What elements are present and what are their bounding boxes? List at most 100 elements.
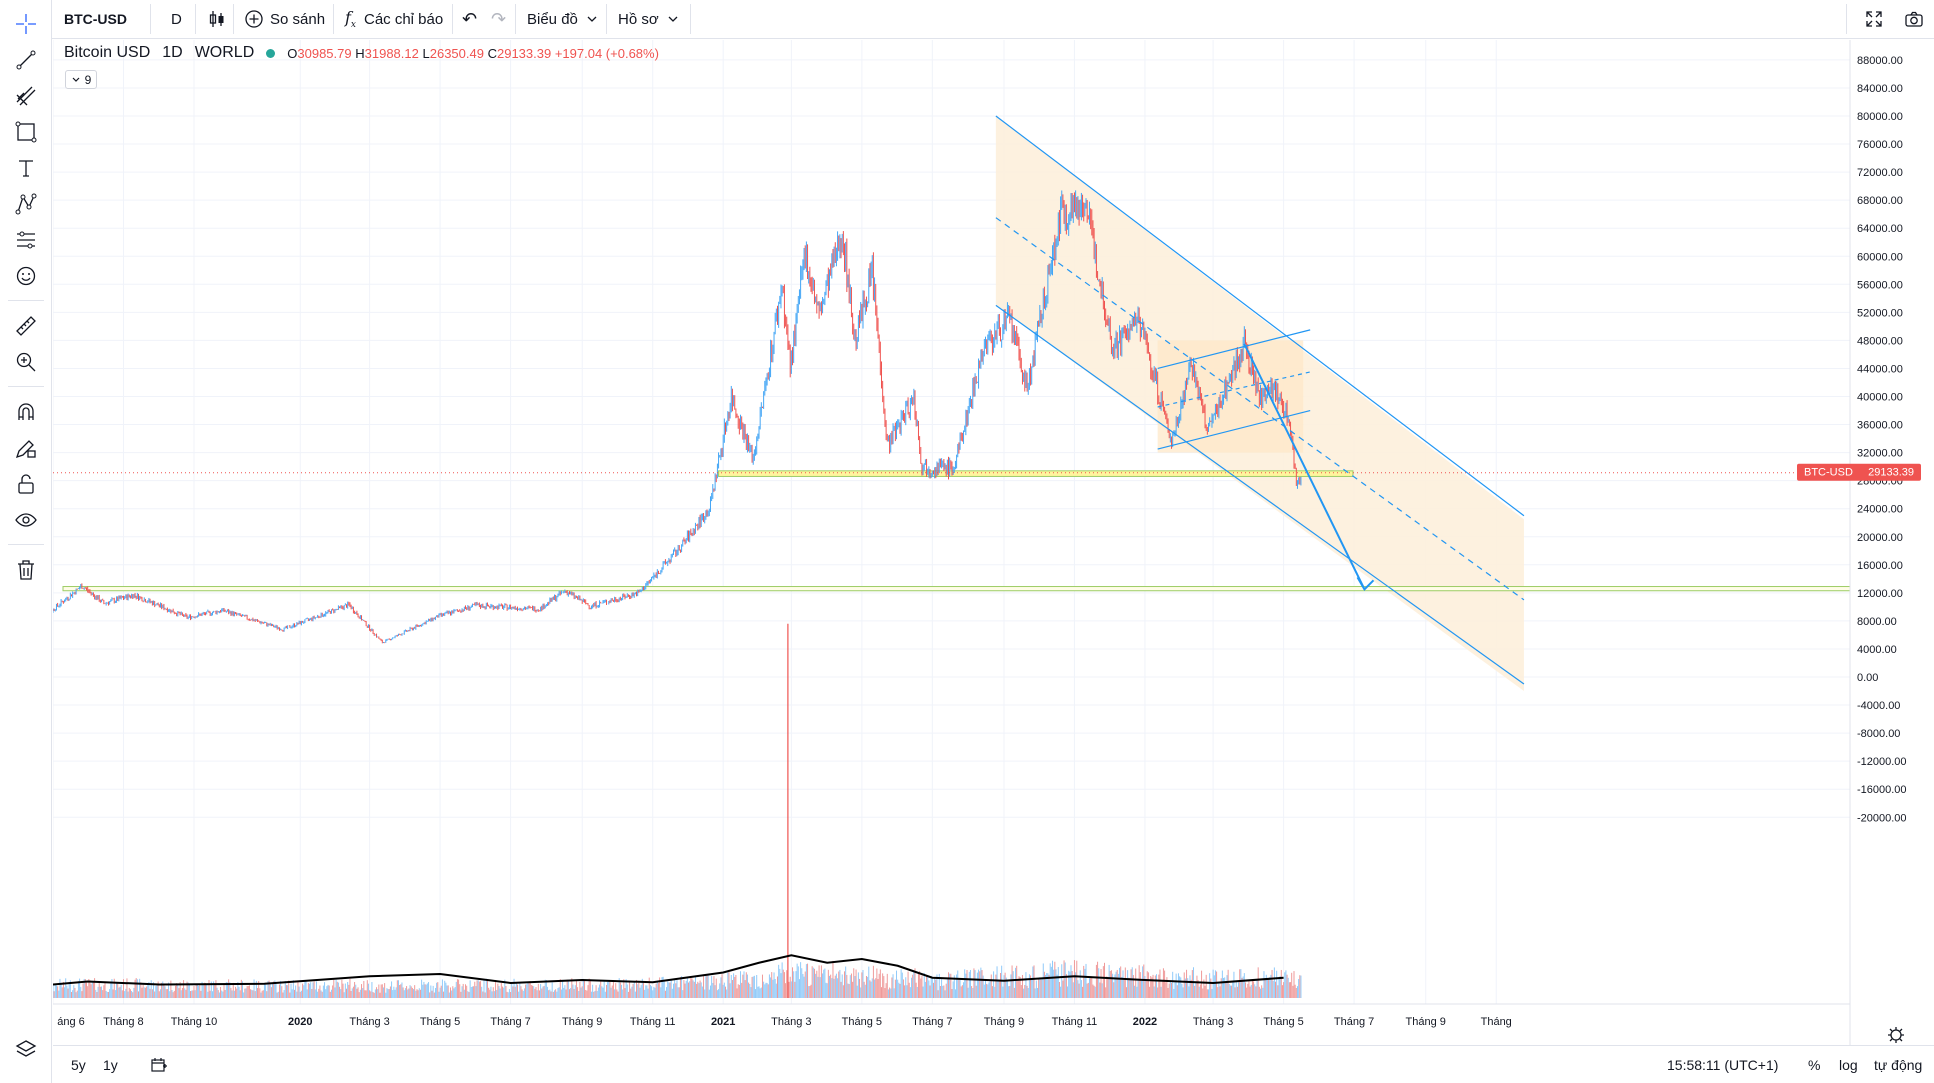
price-tick-label: 40000.00: [1857, 392, 1903, 404]
time-tick-label: 2021: [711, 1016, 735, 1028]
pattern-icon: [15, 193, 37, 215]
range-box-zone: [1157, 340, 1304, 453]
stay-in-drawing-tool[interactable]: [12, 434, 40, 462]
price-badge-symbol: BTC-USD: [1804, 467, 1853, 479]
pattern-tool[interactable]: [12, 190, 40, 218]
horizontal-levels: [62, 470, 1854, 592]
support-level-12700: [62, 586, 1854, 592]
volume-bars: [53, 623, 1302, 998]
price-tick-label: 84000.00: [1857, 83, 1903, 95]
indicator-count: 9: [84, 72, 92, 87]
time-tick-label: Tháng 7: [490, 1016, 530, 1028]
compare-button[interactable]: So sánh: [244, 0, 325, 38]
pitchfork-icon: [16, 86, 36, 106]
price-axis[interactable]: [1850, 40, 1934, 1045]
bottom-toolbar: 5y 1y 15:58:11 (UTC+1) % log tự động: [53, 1045, 1934, 1083]
remove-drawings-tool[interactable]: [12, 556, 40, 584]
pencil-lock-icon: [15, 440, 36, 459]
range-5y-button[interactable]: 5y: [71, 1057, 86, 1073]
price-tick-label: -4000.00: [1857, 700, 1900, 712]
icon-tool[interactable]: [12, 262, 40, 290]
trend-line-tool[interactable]: [12, 46, 40, 74]
shape-tool[interactable]: [12, 118, 40, 146]
percent-scale-toggle[interactable]: %: [1808, 1057, 1821, 1073]
undo-button[interactable]: ↶: [462, 0, 477, 38]
magnet-icon: [18, 403, 34, 420]
top-toolbar: BTC-USD D So sánh fx Các chỉ báo ↶ ↷ Biể…: [0, 0, 1934, 39]
price-tick-label: 8000.00: [1857, 616, 1897, 628]
legend-symbol-name[interactable]: Bitcoin USD: [64, 44, 151, 61]
fullscreen-button[interactable]: [1864, 0, 1884, 38]
camera-icon: [1905, 11, 1923, 27]
price-tick-label: 56000.00: [1857, 279, 1903, 291]
redo-button[interactable]: ↷: [491, 0, 506, 38]
smiley-icon: [16, 266, 36, 286]
candlestick-series: [53, 190, 1302, 644]
price-tick-label: 16000.00: [1857, 560, 1903, 572]
zoom-tool[interactable]: [12, 348, 40, 376]
interval-button[interactable]: D: [171, 10, 182, 28]
open-value: 30985.79: [297, 45, 352, 61]
range-1y-button[interactable]: 1y: [103, 1057, 118, 1073]
measure-tool[interactable]: [12, 312, 40, 340]
time-axis-labels: áng 6 Tháng 8 Tháng 10 2020 Tháng 3 Tháng 5 Th…: [57, 1016, 1512, 1028]
time-tick-label: áng 6: [57, 1016, 85, 1028]
projection-arrow-head: [1356, 576, 1375, 591]
text-tool[interactable]: [12, 154, 40, 182]
price-tick-label: 12000.00: [1857, 588, 1903, 600]
hide-drawings-tool[interactable]: [12, 506, 40, 534]
go-to-date-button[interactable]: [150, 1046, 168, 1083]
lock-drawings-tool[interactable]: [12, 470, 40, 498]
indicators-button[interactable]: fx Các chỉ báo: [345, 0, 443, 38]
log-scale-toggle[interactable]: log: [1839, 1057, 1858, 1073]
divider: [690, 4, 691, 34]
drawing-toolbar: [0, 0, 52, 1083]
range-upper-line: [1157, 329, 1311, 370]
channel-upper-line: [995, 115, 1525, 517]
symbol-search-button[interactable]: BTC-USD: [64, 11, 127, 27]
object-tree-button[interactable]: [12, 1036, 40, 1064]
indicators-collapse-button[interactable]: 9: [65, 70, 97, 89]
price-tick-label: 72000.00: [1857, 167, 1903, 179]
ruler-icon: [16, 316, 36, 336]
price-chart[interactable]: 88000.00 84000.00 80000.00 76000.00 72000.00…: [53, 40, 1934, 1045]
axis-settings-button[interactable]: [1888, 1027, 1904, 1043]
profile-menu-button[interactable]: Hồ sơ: [618, 0, 679, 38]
time-tick-label: Tháng 5: [1263, 1016, 1303, 1028]
time-tick-label: 2022: [1133, 1016, 1157, 1028]
rectangle-icon: [15, 121, 37, 143]
current-price-badge: BTC-USD 29133.39: [1797, 463, 1921, 481]
gear-icon-teeth: [1888, 1027, 1904, 1043]
time-tick-label: Tháng 11: [1052, 1016, 1098, 1028]
price-tick-label: 88000.00: [1857, 55, 1903, 67]
projection-arrow: [1243, 343, 1366, 590]
low-value: 26350.49: [429, 45, 484, 61]
auto-scale-toggle[interactable]: tự động: [1874, 1057, 1923, 1073]
layers-icon: [15, 1040, 37, 1057]
price-tick-label: -8000.00: [1857, 728, 1900, 740]
snapshot-button[interactable]: [1904, 0, 1924, 38]
fib-tool[interactable]: [12, 82, 40, 110]
chevron-down-icon: [668, 16, 678, 22]
magnet-tool[interactable]: [12, 398, 40, 426]
range-mid-line: [1157, 371, 1311, 408]
volume-moving-average-line: [53, 954, 1284, 986]
prediction-tool[interactable]: [12, 226, 40, 254]
indicators-label: Các chỉ báo: [364, 10, 444, 28]
chevron-down-icon: [587, 16, 597, 22]
support-level-29000: [718, 470, 1354, 477]
profile-menu-label: Hồ sơ: [618, 10, 659, 28]
lock-icon: [18, 474, 34, 494]
trend-line-icon: [16, 50, 36, 70]
chart-menu-button[interactable]: Biểu đồ: [527, 0, 598, 38]
market-status-dot: [266, 48, 276, 58]
divider: [195, 4, 196, 34]
chart-type-button[interactable]: [207, 0, 227, 38]
price-tick-label: 20000.00: [1857, 532, 1903, 544]
price-tick-label: 4000.00: [1857, 644, 1897, 656]
crosshair-tool[interactable]: [12, 10, 40, 38]
timezone-clock[interactable]: 15:58:11 (UTC+1): [1667, 1057, 1779, 1073]
close-value: 29133.39: [496, 45, 552, 61]
price-tick-label: 48000.00: [1857, 335, 1903, 347]
divider: [8, 544, 44, 545]
